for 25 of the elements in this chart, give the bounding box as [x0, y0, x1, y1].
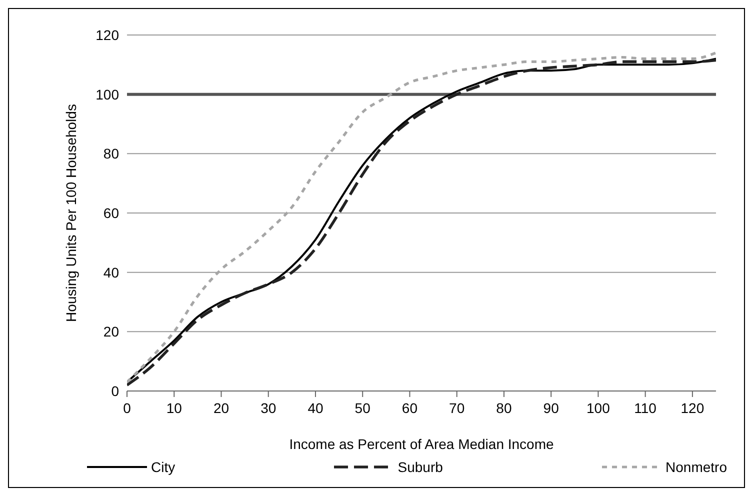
- x-tick-label: 70: [449, 400, 465, 416]
- x-tick-label: 10: [166, 400, 182, 416]
- y-tick-label: 120: [96, 26, 120, 43]
- x-tick-label: 60: [402, 400, 418, 416]
- x-tick-label: 80: [496, 400, 512, 416]
- x-tick-label: 20: [213, 400, 230, 416]
- y-tick-label: 0: [111, 382, 120, 399]
- legend-label: City: [151, 459, 176, 475]
- y-tick-label: 40: [103, 264, 120, 280]
- y-tick-label: 60: [103, 204, 120, 221]
- legend-label: Suburb: [398, 459, 443, 475]
- x-axis-title: Income as Percent of Area Median Income: [289, 436, 554, 452]
- legend-label: Nonmetro: [666, 459, 727, 475]
- x-tick-label: 110: [634, 400, 657, 416]
- x-tick-label: 40: [308, 400, 324, 416]
- y-tick-label: 20: [103, 324, 120, 340]
- x-tick-label: 50: [354, 400, 371, 416]
- y-tick-label: 80: [103, 146, 120, 162]
- y-axis-title: Housing Units Per 100 Households: [62, 104, 79, 322]
- x-tick-label: 90: [543, 400, 560, 416]
- x-tick-label: 0: [123, 400, 132, 416]
- x-tick-label: 120: [680, 400, 704, 416]
- x-tick-label: 100: [586, 400, 610, 416]
- x-tick-label: 30: [260, 400, 276, 416]
- y-tick-label: 100: [96, 86, 120, 102]
